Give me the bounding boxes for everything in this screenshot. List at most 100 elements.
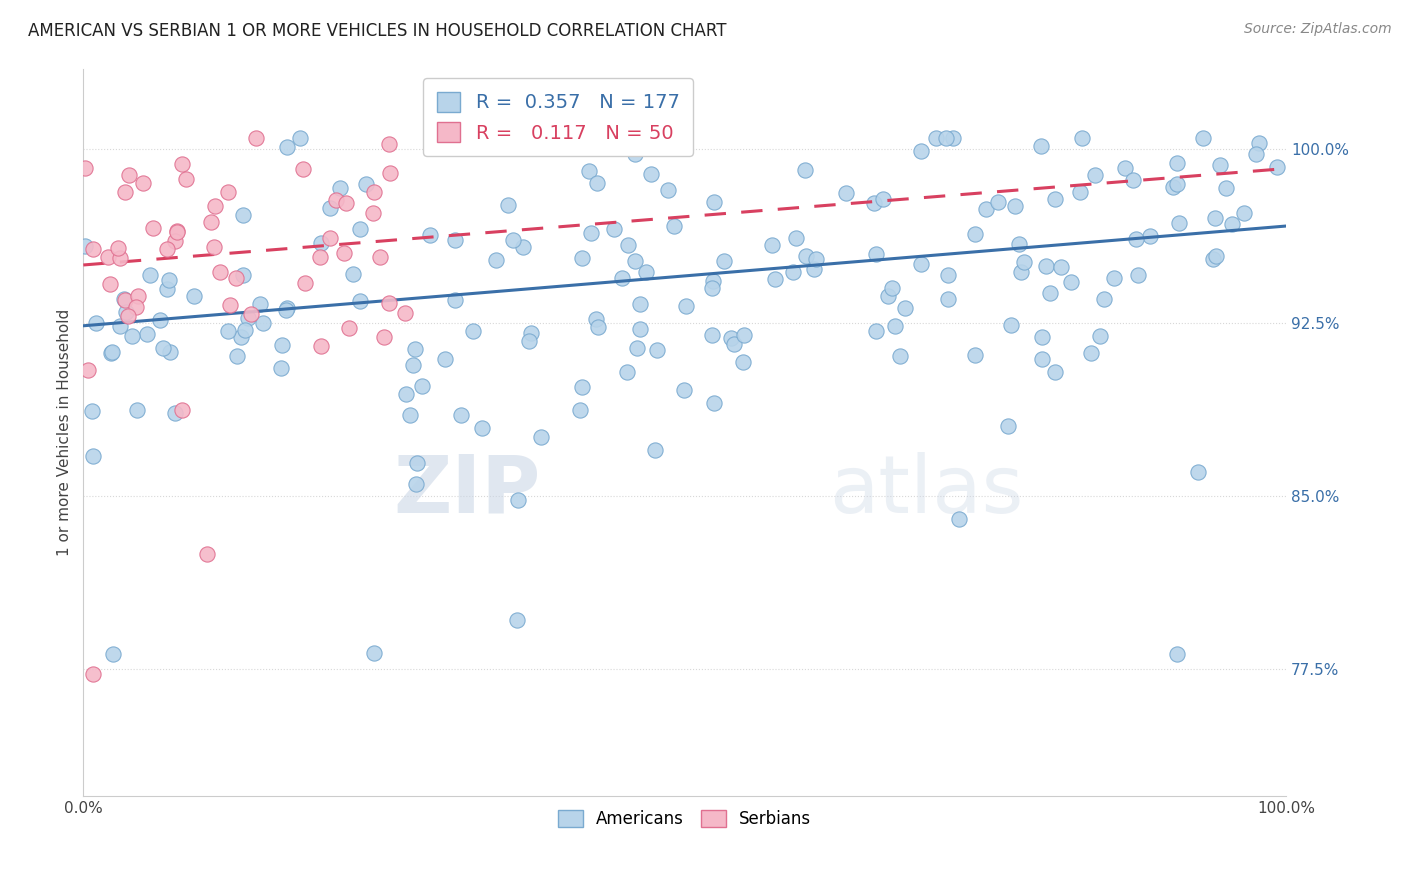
Point bbox=[399, 409, 422, 423]
Point bbox=[1102, 271, 1125, 285]
Point bbox=[1209, 158, 1232, 172]
Point bbox=[1192, 130, 1215, 145]
Point bbox=[329, 180, 352, 194]
Point bbox=[1088, 328, 1111, 343]
Point bbox=[882, 281, 904, 295]
Point bbox=[1166, 156, 1188, 170]
Point bbox=[1204, 211, 1226, 225]
Point bbox=[1000, 318, 1022, 332]
Point bbox=[239, 307, 262, 321]
Point bbox=[75, 161, 97, 176]
Point bbox=[103, 648, 125, 662]
Point bbox=[974, 202, 997, 216]
Point bbox=[217, 185, 239, 199]
Point bbox=[110, 251, 132, 265]
Point bbox=[703, 396, 725, 410]
Point bbox=[208, 265, 231, 279]
Point bbox=[411, 378, 433, 392]
Point bbox=[987, 194, 1010, 209]
Y-axis label: 1 or more Vehicles in Household: 1 or more Vehicles in Household bbox=[58, 309, 72, 556]
Point bbox=[404, 342, 426, 356]
Point bbox=[292, 162, 315, 177]
Point bbox=[136, 326, 159, 341]
Point bbox=[82, 450, 104, 464]
Point bbox=[163, 234, 186, 248]
Point bbox=[1249, 136, 1271, 150]
Point bbox=[865, 324, 887, 338]
Point bbox=[884, 319, 907, 334]
Point bbox=[963, 227, 986, 241]
Point bbox=[98, 277, 121, 291]
Point bbox=[893, 301, 915, 315]
Point bbox=[127, 403, 149, 417]
Point bbox=[1233, 206, 1256, 220]
Point bbox=[378, 166, 401, 180]
Point bbox=[624, 147, 647, 161]
Point bbox=[443, 293, 465, 307]
Point bbox=[252, 317, 274, 331]
Point bbox=[107, 241, 129, 255]
Point bbox=[149, 313, 172, 327]
Point bbox=[617, 238, 640, 252]
Point bbox=[803, 262, 825, 277]
Point bbox=[1069, 185, 1091, 199]
Point bbox=[183, 289, 205, 303]
Point bbox=[889, 349, 911, 363]
Point bbox=[236, 311, 259, 326]
Point bbox=[496, 197, 519, 211]
Point bbox=[290, 130, 312, 145]
Point bbox=[139, 268, 162, 283]
Point bbox=[612, 271, 634, 285]
Point bbox=[936, 292, 959, 306]
Point bbox=[226, 349, 249, 363]
Point bbox=[628, 322, 651, 336]
Point bbox=[586, 177, 609, 191]
Point bbox=[1222, 217, 1244, 231]
Point bbox=[578, 164, 600, 178]
Point bbox=[117, 309, 139, 323]
Point bbox=[368, 250, 391, 264]
Point bbox=[835, 186, 858, 200]
Point bbox=[1031, 329, 1053, 343]
Point bbox=[219, 297, 242, 311]
Point bbox=[395, 387, 418, 401]
Point bbox=[530, 430, 553, 444]
Point bbox=[1039, 286, 1062, 301]
Point bbox=[308, 250, 330, 264]
Point bbox=[1060, 275, 1083, 289]
Point bbox=[485, 253, 508, 268]
Point bbox=[80, 404, 103, 418]
Point bbox=[318, 201, 340, 215]
Point bbox=[1114, 161, 1136, 175]
Point bbox=[1139, 228, 1161, 243]
Point bbox=[115, 305, 138, 319]
Point bbox=[1029, 138, 1052, 153]
Point bbox=[378, 296, 401, 310]
Point bbox=[512, 240, 534, 254]
Point bbox=[337, 321, 360, 335]
Point bbox=[785, 231, 807, 245]
Point bbox=[114, 186, 136, 200]
Point bbox=[335, 196, 357, 211]
Point bbox=[702, 280, 724, 294]
Point bbox=[877, 289, 900, 303]
Point bbox=[1084, 169, 1107, 183]
Legend: Americans, Serbians: Americans, Serbians bbox=[551, 804, 818, 835]
Point bbox=[114, 293, 136, 308]
Point bbox=[217, 324, 239, 338]
Point bbox=[634, 265, 657, 279]
Point bbox=[121, 329, 143, 343]
Point bbox=[624, 253, 647, 268]
Point bbox=[405, 456, 427, 470]
Point bbox=[997, 419, 1019, 434]
Point bbox=[965, 348, 987, 362]
Point bbox=[1163, 180, 1185, 194]
Point bbox=[349, 293, 371, 308]
Point bbox=[77, 363, 100, 377]
Point bbox=[1205, 249, 1227, 263]
Point bbox=[1126, 268, 1149, 282]
Point bbox=[309, 235, 332, 250]
Point bbox=[938, 268, 960, 282]
Point bbox=[195, 547, 218, 561]
Point bbox=[806, 252, 828, 267]
